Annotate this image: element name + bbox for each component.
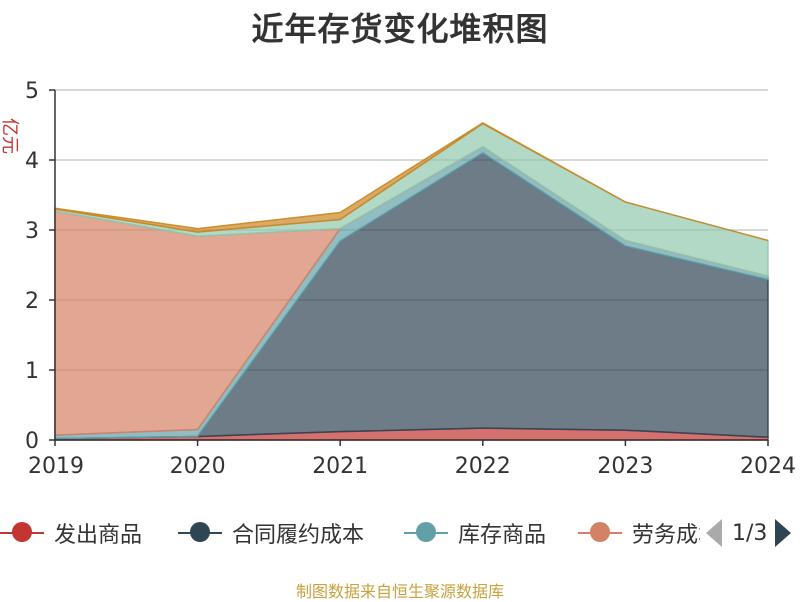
x-tick-label: 2024 — [740, 454, 796, 479]
y-tick-label: 3 — [25, 219, 39, 244]
legend-marker-icon — [404, 513, 448, 553]
legend-marker-icon — [178, 513, 222, 553]
y-tick-label: 1 — [25, 359, 39, 384]
chart-plot: 亿元 0 1 2 3 4 5 2019 2020 2021 2022 2023 2024 — [0, 79, 796, 479]
legend-item[interactable]: 劳务成本 — [578, 513, 720, 553]
legend: 发出商品 合同履约成本 库存商品 劳务成本 — [0, 513, 800, 553]
legend-item[interactable]: 合同履约成本 — [178, 513, 364, 553]
legend-marker-icon — [0, 513, 44, 553]
x-tick-label: 2023 — [597, 454, 653, 479]
y-tick-label: 5 — [25, 79, 39, 104]
y-tick-label: 2 — [25, 289, 39, 314]
legend-prev-page-icon[interactable] — [706, 519, 722, 547]
legend-label: 发出商品 — [54, 523, 143, 548]
y-tick-label: 4 — [25, 149, 39, 174]
x-tick-label: 2022 — [455, 454, 511, 479]
legend-page-indicator: 1/3 — [732, 520, 768, 546]
source-note: 制图数据来自恒生聚源数据库 — [295, 582, 504, 601]
area-series-5[interactable] — [54, 122, 769, 242]
x-tick-label: 2019 — [28, 454, 84, 479]
chart-title: 近年存货变化堆积图 — [251, 10, 549, 48]
legend-next-page-icon[interactable] — [775, 519, 792, 547]
x-tick-label: 2021 — [312, 454, 368, 479]
legend-item[interactable]: 发出商品 — [0, 513, 142, 553]
legend-pager: 1/3 — [700, 513, 800, 553]
y-axis-label: 亿元 — [0, 118, 20, 154]
legend-marker-icon — [578, 513, 622, 553]
x-tick-label: 2020 — [170, 454, 226, 479]
legend-label: 库存商品 — [458, 523, 547, 548]
y-tick-label: 0 — [25, 429, 39, 454]
legend-item[interactable]: 库存商品 — [404, 513, 546, 553]
legend-label: 合同履约成本 — [232, 523, 365, 548]
